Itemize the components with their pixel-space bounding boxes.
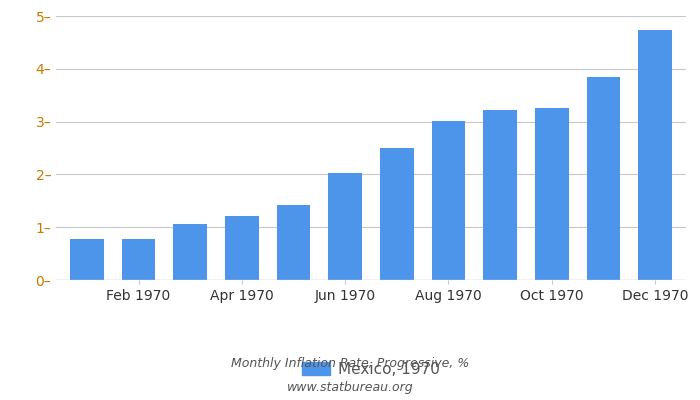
- Bar: [587, 77, 620, 280]
- Text: Monthly Inflation Rate, Progressive, %: Monthly Inflation Rate, Progressive, %: [231, 358, 469, 370]
- Bar: [122, 239, 155, 280]
- Bar: [638, 30, 672, 280]
- Bar: [535, 108, 568, 280]
- Bar: [380, 148, 414, 280]
- Legend: Mexico, 1970: Mexico, 1970: [302, 362, 440, 377]
- Bar: [483, 110, 517, 280]
- Text: www.statbureau.org: www.statbureau.org: [287, 382, 413, 394]
- Bar: [276, 205, 310, 280]
- Bar: [225, 216, 259, 280]
- Bar: [174, 224, 207, 280]
- Bar: [328, 173, 362, 280]
- Bar: [432, 121, 466, 280]
- Bar: [70, 239, 104, 280]
